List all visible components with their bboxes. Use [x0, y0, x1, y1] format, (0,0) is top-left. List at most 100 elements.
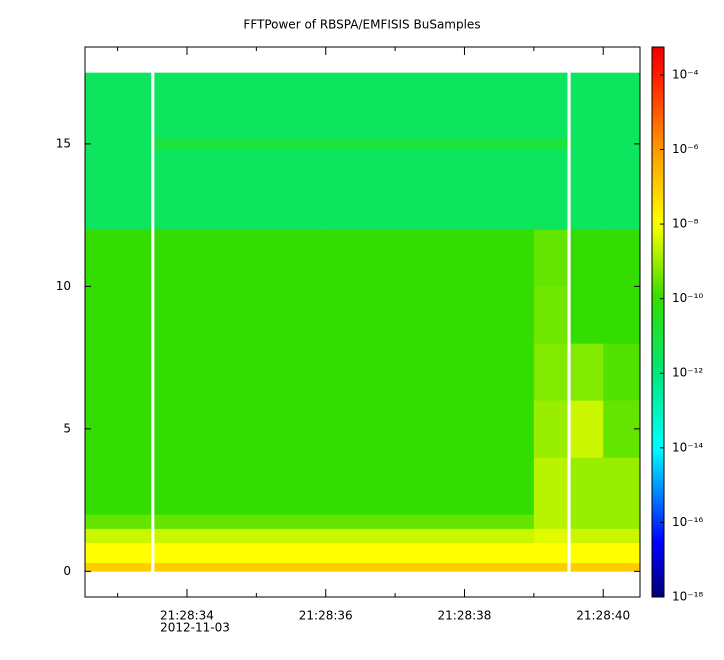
- cell: [603, 229, 641, 287]
- cell: [291, 562, 327, 572]
- cell: [325, 72, 361, 139]
- cell: [325, 514, 361, 529]
- cell: [186, 528, 222, 544]
- cell: [325, 343, 361, 401]
- cell: [533, 72, 568, 139]
- cell: [117, 514, 152, 529]
- cell: [395, 72, 431, 139]
- cell: [325, 528, 361, 544]
- cell: [603, 343, 641, 401]
- cell: [429, 542, 465, 564]
- cell: [85, 149, 118, 230]
- cell: [533, 528, 568, 544]
- cell: [464, 562, 500, 572]
- cell: [154, 149, 188, 230]
- cell: [360, 562, 396, 572]
- cell: [429, 149, 465, 230]
- cell: [256, 542, 292, 564]
- cell: [325, 457, 361, 515]
- cell: [464, 149, 500, 230]
- cell: [154, 72, 188, 139]
- cell: [395, 343, 431, 401]
- cell: [499, 400, 535, 458]
- cell: [429, 72, 465, 139]
- cell: [533, 562, 568, 572]
- cell: [603, 72, 641, 139]
- cell: [570, 72, 604, 139]
- cell: [117, 229, 152, 287]
- cell: [603, 286, 641, 344]
- cell: [186, 72, 222, 139]
- cell: [570, 149, 604, 230]
- plot-frame: [84, 46, 641, 598]
- cell: [533, 229, 568, 287]
- cell: [464, 528, 500, 544]
- cell: [464, 138, 500, 150]
- cell: [429, 514, 465, 529]
- y-tick-label: 10: [56, 279, 71, 293]
- cell: [570, 138, 604, 150]
- cell: [256, 138, 292, 150]
- cell: [154, 457, 188, 515]
- cell: [429, 229, 465, 287]
- cell: [360, 138, 396, 150]
- cell: [603, 149, 641, 230]
- cell: [360, 149, 396, 230]
- cell: [221, 528, 257, 544]
- cell: [499, 138, 535, 150]
- cell: [533, 542, 568, 564]
- cell: [154, 229, 188, 287]
- cell: [360, 514, 396, 529]
- cell: [256, 514, 292, 529]
- x-tick-label: 21:28:36: [299, 609, 353, 623]
- cell: [117, 562, 152, 572]
- cell: [85, 457, 118, 515]
- cell: [360, 542, 396, 564]
- cell: [499, 149, 535, 230]
- cell: [570, 286, 604, 344]
- cell: [186, 229, 222, 287]
- cell: [533, 400, 568, 458]
- cell: [154, 514, 188, 529]
- colorbar-tick-label: 10⁻¹⁶: [672, 515, 703, 529]
- cell: [221, 562, 257, 572]
- cell: [117, 138, 152, 150]
- cell: [291, 400, 327, 458]
- cell: [360, 400, 396, 458]
- cell: [533, 286, 568, 344]
- chart-title: FFTPower of RBSPA/EMFISIS BuSamples: [243, 18, 480, 32]
- cell: [117, 528, 152, 544]
- cell: [395, 528, 431, 544]
- cell: [429, 562, 465, 572]
- colorbar-tick-label: 10⁻⁶: [672, 142, 699, 156]
- cell: [85, 72, 118, 139]
- cell: [429, 286, 465, 344]
- cell: [395, 542, 431, 564]
- cell: [85, 528, 118, 544]
- cell: [117, 542, 152, 564]
- cell: [395, 229, 431, 287]
- cell: [464, 229, 500, 287]
- cell: [154, 542, 188, 564]
- cell: [291, 528, 327, 544]
- cell: [256, 562, 292, 572]
- cell: [221, 72, 257, 139]
- cell: [395, 286, 431, 344]
- x-tick-label: 21:28:34: [160, 609, 214, 623]
- cell: [570, 400, 604, 458]
- cell: [533, 149, 568, 230]
- cell: [221, 542, 257, 564]
- cell: [603, 528, 641, 544]
- cell: [533, 514, 568, 529]
- cell: [603, 457, 641, 515]
- cell: [533, 343, 568, 401]
- cell: [325, 138, 361, 150]
- cell: [360, 528, 396, 544]
- cell: [85, 286, 118, 344]
- cell: [603, 138, 641, 150]
- cell: [85, 542, 118, 564]
- colorbar: [651, 46, 665, 598]
- cell: [325, 542, 361, 564]
- colorbar-tick-label: 10⁻¹⁰: [672, 291, 703, 305]
- cell: [360, 72, 396, 139]
